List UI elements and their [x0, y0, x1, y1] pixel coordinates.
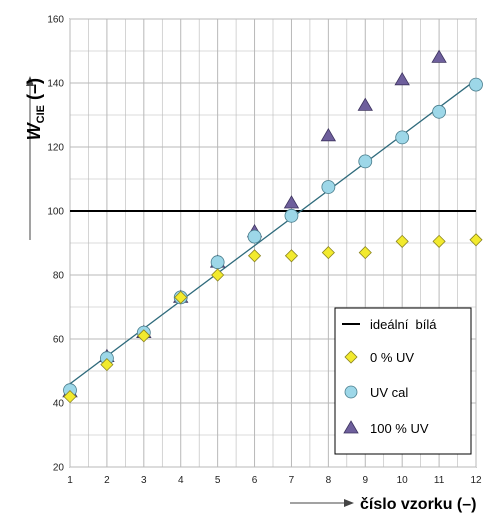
point-uv0 [174, 290, 188, 304]
legend-uv100-label: 100 % UV [370, 421, 429, 436]
x-tick-label: 7 [289, 475, 295, 486]
point-uv100 [357, 97, 373, 111]
y-tick-label: 60 [53, 335, 65, 346]
x-tick-label: 5 [215, 475, 221, 486]
x-tick-label: 4 [178, 475, 184, 486]
x-tick-label: 2 [104, 475, 110, 486]
y-tick-label: 140 [47, 79, 64, 90]
point-uvcal [210, 255, 225, 270]
y-axis-ticks: 20 40 60 80 100 120 140 160 [47, 15, 64, 474]
point-uv0 [358, 246, 372, 260]
y-tick-label: 160 [47, 15, 64, 26]
point-uvcal [247, 229, 262, 244]
x-tick-label: 6 [252, 475, 258, 486]
y-axis-label-main: W [24, 121, 44, 140]
point-uv100 [283, 195, 300, 209]
legend: ideální bílá 0 % UV UV cal 100 % UV [334, 307, 472, 455]
y-axis-label-text: WCIE (–) [24, 78, 47, 140]
point-uv0 [100, 358, 114, 372]
point-uvcal [432, 104, 446, 119]
y-axis-label-sub: CIE [35, 105, 47, 123]
point-uv0 [432, 234, 446, 248]
x-tick-label: 12 [470, 475, 482, 486]
legend-ideal-label: ideální bílá [370, 317, 437, 332]
point-uv0 [137, 329, 151, 343]
legend-uv0-label: 0 % UV [370, 350, 414, 365]
y-tick-label: 80 [53, 271, 65, 282]
legend-box [334, 307, 472, 455]
point-uv0 [321, 246, 335, 260]
y-axis-label-tail: (–) [24, 78, 44, 105]
y-tick-label: 100 [47, 207, 64, 218]
x-tick-label: 1 [67, 475, 73, 486]
y-tick-label: 40 [53, 399, 65, 410]
y-axis-label: WCIE (–) [24, 76, 47, 240]
point-uv0 [284, 249, 299, 263]
point-uvcal [469, 77, 483, 92]
point-uv0 [469, 233, 483, 247]
y-tick-label: 120 [47, 143, 64, 154]
y-axis-arrow-head [26, 76, 34, 86]
legend-uvcal-label: UV cal [370, 385, 408, 400]
point-uv100 [431, 49, 447, 63]
legend-uvcal-swatch [344, 385, 358, 399]
x-tick-label: 3 [141, 475, 147, 486]
point-uv0 [63, 390, 77, 404]
x-axis-arrow-head [344, 499, 354, 507]
x-axis-label: číslo vzorku (–) [290, 496, 476, 513]
x-tick-label: 8 [326, 475, 332, 486]
x-tick-label: 11 [434, 475, 445, 486]
y-tick-label: 20 [53, 463, 65, 474]
x-axis-ticks: 1 2 3 4 5 6 7 8 9 10 11 12 [67, 475, 482, 486]
point-uvcal [321, 180, 336, 194]
chart-marks [62, 49, 483, 404]
point-uvcal [395, 130, 410, 145]
point-uv0 [247, 249, 262, 263]
point-uv100 [394, 72, 410, 86]
point-uvcal [358, 154, 373, 169]
x-tick-label: 9 [362, 475, 368, 486]
legend-uv0-swatch [344, 350, 358, 364]
point-uv0 [395, 234, 409, 248]
point-uv0 [211, 268, 225, 282]
x-axis-label-text: číslo vzorku (–) [360, 496, 476, 513]
point-uvcal [284, 208, 299, 223]
point-uv100 [320, 128, 337, 142]
legend-uv100-swatch [343, 420, 359, 434]
x-tick-label: 10 [397, 475, 409, 486]
